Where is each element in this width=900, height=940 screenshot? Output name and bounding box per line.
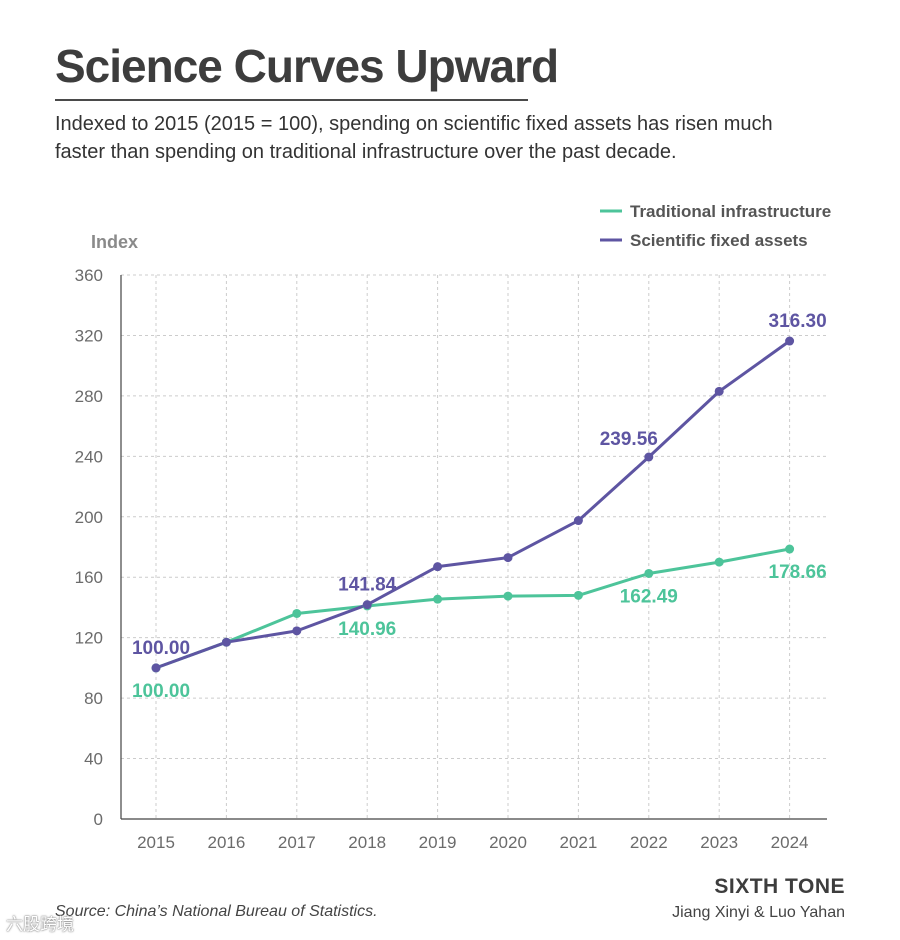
x-tick-label: 2019 (419, 833, 457, 852)
chart-subtitle: Indexed to 2015 (2015 = 100), spending o… (55, 113, 773, 163)
author-credit: Jiang Xinyi & Luo Yahan (672, 904, 845, 921)
line-chart: 0 40 80 120 160 200 240 280 320 360 2015 2016 2017 20… (75, 202, 832, 852)
x-tick-label: 2022 (630, 833, 668, 852)
x-tick-label: 2024 (771, 833, 809, 852)
y-tick-label: 80 (84, 689, 103, 708)
data-point-traditional (573, 590, 583, 600)
data-point-scientific (433, 562, 443, 572)
data-point-traditional (292, 608, 302, 618)
x-tick-label: 2020 (489, 833, 527, 852)
series-line-traditional (154, 547, 792, 670)
data-point-traditional (503, 591, 513, 601)
data-label-scientific: 239.56 (600, 429, 658, 450)
data-label-traditional: 162.49 (620, 586, 678, 607)
data-label-traditional: 178.66 (769, 562, 827, 583)
y-tick-label: 200 (75, 508, 103, 527)
data-point-scientific (151, 663, 161, 673)
data-label-scientific: 316.30 (769, 311, 827, 332)
brand-logo: SIXTH TONE (714, 875, 845, 898)
y-tick-label: 160 (75, 568, 103, 587)
x-tick-label: 2023 (700, 833, 738, 852)
x-tick-label: 2015 (137, 833, 175, 852)
data-point-scientific (785, 336, 795, 346)
y-tick-label: 40 (84, 750, 103, 769)
y-axis-label: Index (91, 232, 138, 252)
data-point-traditional (785, 544, 795, 554)
data-point-scientific (362, 600, 372, 610)
data-label-scientific: 100.00 (132, 638, 190, 659)
data-point-traditional (433, 594, 443, 604)
chart-title: Science Curves Upward (55, 40, 559, 92)
x-tick-label: 2018 (348, 833, 386, 852)
x-tick-label: 2017 (278, 833, 316, 852)
y-tick-label: 120 (75, 629, 103, 648)
data-point-scientific (714, 386, 724, 396)
data-point-scientific (221, 637, 231, 647)
data-label-scientific: 141.84 (338, 575, 397, 596)
watermark: 六股跨境 (6, 915, 74, 934)
title-underline (55, 99, 528, 101)
data-point-scientific (292, 626, 302, 636)
data-point-scientific (644, 452, 654, 462)
source-note: Source: China’s National Bureau of Stati… (55, 903, 378, 920)
y-tick-label: 320 (75, 326, 103, 345)
data-label-traditional: 100.00 (132, 681, 190, 702)
y-tick-label: 360 (75, 266, 103, 285)
y-tick-label: 240 (75, 447, 103, 466)
data-label-traditional: 140.96 (338, 619, 396, 640)
data-point-traditional (714, 557, 724, 567)
legend-label: Traditional infrastructure (630, 202, 831, 221)
y-tick-label: 0 (94, 810, 103, 829)
data-point-traditional (644, 568, 654, 578)
y-tick-label: 280 (75, 387, 103, 406)
x-tick-label: 2021 (559, 833, 597, 852)
legend-label: Scientific fixed assets (630, 231, 808, 250)
series-line-scientific (154, 339, 792, 670)
x-tick-label: 2016 (207, 833, 245, 852)
data-point-scientific (573, 516, 583, 526)
data-point-scientific (503, 553, 513, 563)
